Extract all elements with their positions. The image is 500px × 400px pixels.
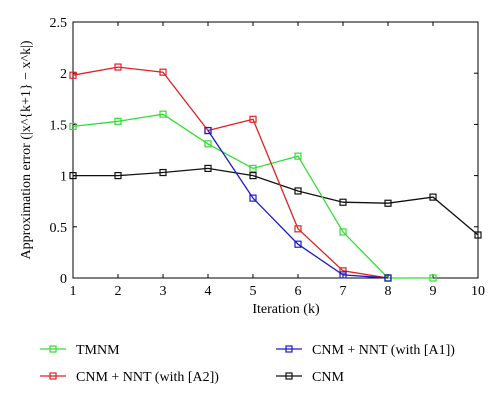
data-point [474, 231, 482, 239]
data-point [249, 172, 257, 180]
legend-item: CNM + NNT (with [A1]) [276, 343, 455, 358]
y-tick-label: 0.5 [50, 221, 68, 236]
data-point [294, 225, 302, 233]
series-line [207, 130, 389, 279]
series-2 [204, 126, 392, 282]
legend-label: TMNM [76, 343, 120, 358]
legend-marker [285, 372, 293, 380]
x-tick-label: 5 [250, 284, 257, 299]
series-3 [69, 164, 482, 239]
data-point [339, 271, 347, 279]
data-point [159, 110, 167, 118]
legend-item: TMNM [40, 343, 120, 358]
y-tick-label: 1 [60, 170, 67, 185]
data-point [114, 63, 122, 71]
data-point [69, 71, 77, 79]
x-tick-label: 3 [160, 284, 167, 299]
x-tick-label: 4 [205, 284, 212, 299]
y-tick-label: 2 [60, 67, 67, 82]
data-point [204, 164, 212, 173]
x-tick-label: 1 [70, 284, 77, 299]
legend-marker [285, 345, 293, 353]
data-point [294, 152, 302, 160]
data-point [69, 122, 77, 131]
series-line [72, 113, 433, 279]
data-point [384, 274, 392, 282]
y-axis-label: Approximation error (|x^{k+1} − x^k|) [19, 40, 34, 259]
legend: TMNM CNM + NNT (with [A2]) CNM + NNT (with… [40, 343, 455, 385]
x-tick-label: 8 [385, 284, 392, 299]
x-tick-label: 2 [115, 284, 122, 299]
data-point [204, 126, 212, 135]
data-point [294, 240, 302, 248]
data-point [249, 194, 257, 202]
y-tick-label: 0 [60, 272, 67, 287]
data-point [294, 187, 302, 195]
y-tick-label: 2.5 [50, 16, 68, 31]
x-tick-label: 9 [430, 284, 437, 299]
data-point [339, 198, 347, 206]
series-line [72, 66, 389, 279]
legend-label: CNM [312, 370, 344, 385]
x-tick-label: 7 [340, 284, 347, 299]
data-point [429, 274, 437, 282]
series-lines [69, 63, 482, 282]
data-point [114, 117, 122, 125]
legend-item: CNM [276, 370, 344, 385]
axes: 1 2 3 4 5 6 7 8 9 10 0 0.5 1 1.5 2 2.5 [50, 16, 486, 299]
data-point [204, 140, 212, 148]
series-0 [69, 110, 437, 282]
legend-label: CNM + NNT (with [A2]) [76, 370, 219, 385]
x-tick-label: 6 [295, 284, 302, 299]
legend-item: CNM + NNT (with [A2]) [40, 370, 219, 385]
legend-marker [49, 372, 57, 380]
data-point [249, 164, 257, 173]
data-point [384, 199, 392, 207]
data-point [429, 193, 437, 201]
data-point [69, 172, 77, 180]
data-point [159, 68, 167, 76]
axis-labels: Iteration (k) Approximation error (|x^{k… [19, 40, 320, 317]
x-tick-label: 10 [471, 284, 485, 299]
series-line [73, 167, 479, 236]
data-point [339, 228, 347, 236]
legend-marker [49, 345, 57, 353]
plot-frame [72, 21, 479, 279]
x-axis-label: Iteration (k) [252, 302, 320, 317]
legend-label: CNM + NNT (with [A1]) [312, 343, 455, 358]
data-point [159, 168, 167, 177]
y-tick-label: 1.5 [50, 118, 68, 133]
data-point [249, 115, 257, 123]
data-point [114, 172, 122, 180]
data-point [339, 267, 347, 275]
